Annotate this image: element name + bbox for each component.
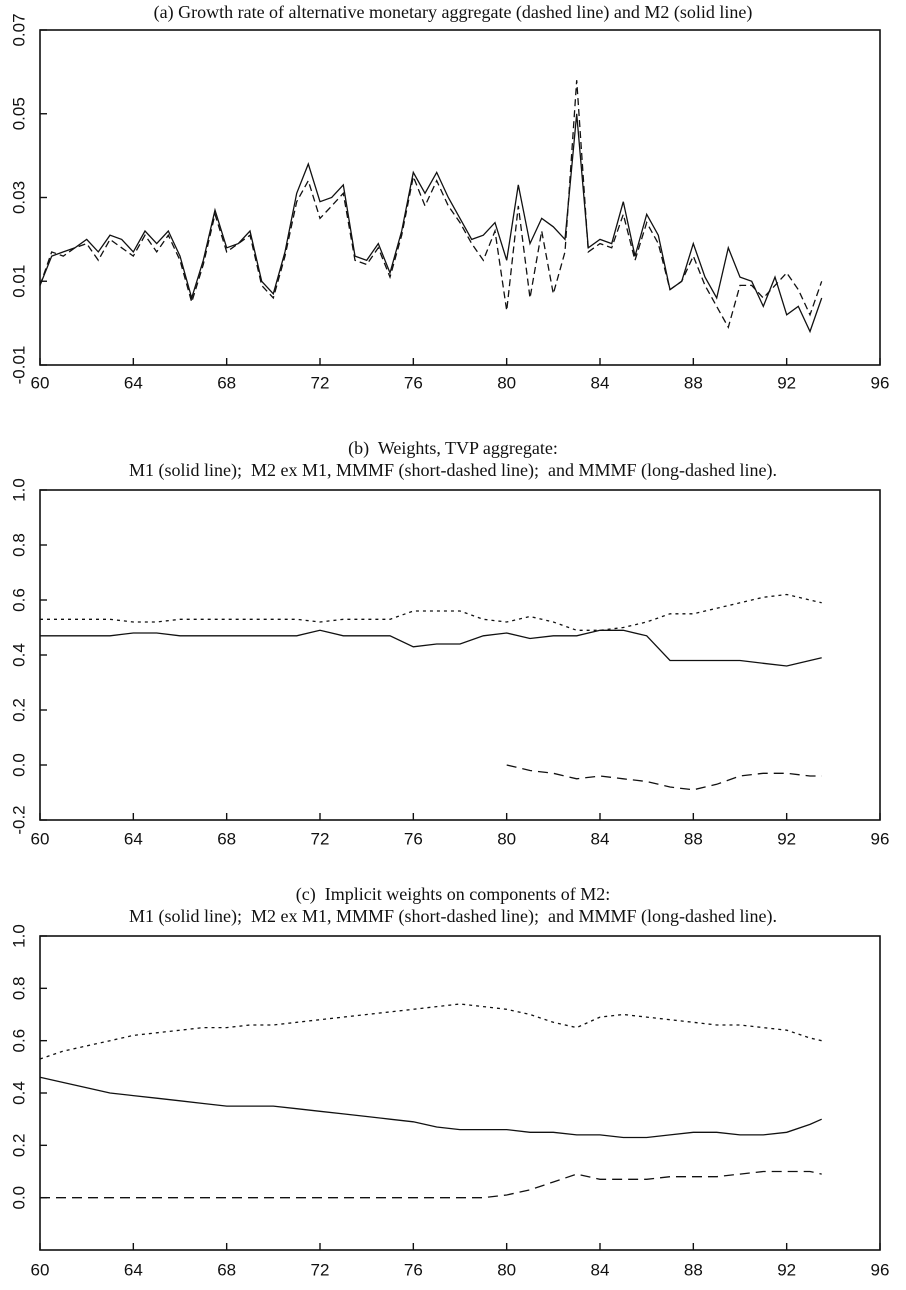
series-line [40, 1170, 822, 1199]
x-tick-label: 60 [31, 829, 50, 848]
y-tick-label: 0.6 [9, 1029, 28, 1053]
plot-frame [39, 935, 881, 1251]
series-line [39, 113, 823, 334]
x-tick-label: 80 [497, 1260, 516, 1279]
x-tick-label: 72 [311, 829, 330, 848]
x-tick-label: 80 [497, 373, 516, 392]
series-line [39, 1003, 822, 1060]
y-tick-label: 0.03 [9, 181, 28, 214]
y-tick-label: 1.0 [9, 478, 28, 502]
y-tick-label: 1.0 [9, 924, 28, 948]
x-tick-label: 88 [684, 829, 703, 848]
x-tick-label: 60 [31, 1260, 50, 1279]
series-line [40, 593, 822, 631]
x-tick-label: 76 [404, 373, 423, 392]
x-tick-label: 88 [684, 1260, 703, 1279]
x-tick-label: 68 [217, 1260, 236, 1279]
y-tick-label: 0.2 [9, 698, 28, 722]
x-tick-label: 64 [124, 1260, 143, 1279]
series-line [39, 1076, 822, 1139]
x-tick-label: 64 [124, 829, 143, 848]
x-tick-label: 76 [404, 829, 423, 848]
x-tick-label: 76 [404, 1260, 423, 1279]
y-tick-label: 0.2 [9, 1134, 28, 1158]
chart-subtitle: M1 (solid line); M2 ex M1, MMMF (short-d… [129, 906, 777, 927]
x-tick-label: 72 [311, 1260, 330, 1279]
x-tick-label: 96 [871, 829, 890, 848]
x-tick-label: 72 [311, 373, 330, 392]
x-tick-label: 88 [684, 373, 703, 392]
series-line [40, 629, 822, 667]
series-line [39, 80, 823, 330]
y-tick-label: 0.05 [9, 97, 28, 130]
x-tick-label: 60 [31, 373, 50, 392]
x-tick-label: 64 [124, 373, 143, 392]
x-tick-label: 92 [777, 373, 796, 392]
y-tick-label: 0.4 [9, 643, 28, 667]
y-tick-label: 0.6 [9, 588, 28, 612]
x-tick-label: 92 [777, 829, 796, 848]
chart-title: (b) Weights, TVP aggregate: [348, 438, 558, 459]
x-tick-label: 92 [777, 1260, 796, 1279]
y-tick-label: 0.0 [9, 1186, 28, 1210]
series-line [506, 764, 822, 791]
x-tick-label: 80 [497, 829, 516, 848]
y-tick-label: 0.4 [9, 1081, 28, 1105]
plot-frame [39, 29, 881, 366]
y-tick-label: 0.8 [9, 533, 28, 557]
y-tick-label: 0.8 [9, 977, 28, 1001]
x-tick-label: 68 [217, 829, 236, 848]
y-tick-label: 0.01 [9, 265, 28, 298]
y-tick-label: 0.0 [9, 753, 28, 777]
x-tick-label: 84 [591, 1260, 610, 1279]
x-tick-label: 96 [871, 373, 890, 392]
x-tick-label: 84 [591, 829, 610, 848]
chart-subtitle: M1 (solid line); M2 ex M1, MMMF (short-d… [129, 460, 777, 481]
x-tick-label: 68 [217, 373, 236, 392]
x-tick-label: 84 [591, 373, 610, 392]
x-tick-label: 96 [871, 1260, 890, 1279]
y-tick-label: -0.01 [9, 346, 28, 385]
plot-frame [39, 489, 881, 821]
y-tick-label: -0.2 [9, 805, 28, 834]
y-tick-label: 0.07 [9, 13, 28, 46]
chart-title: (c) Implicit weights on components of M2… [296, 884, 610, 905]
chart-title: (a) Growth rate of alternative monetary … [154, 2, 753, 23]
